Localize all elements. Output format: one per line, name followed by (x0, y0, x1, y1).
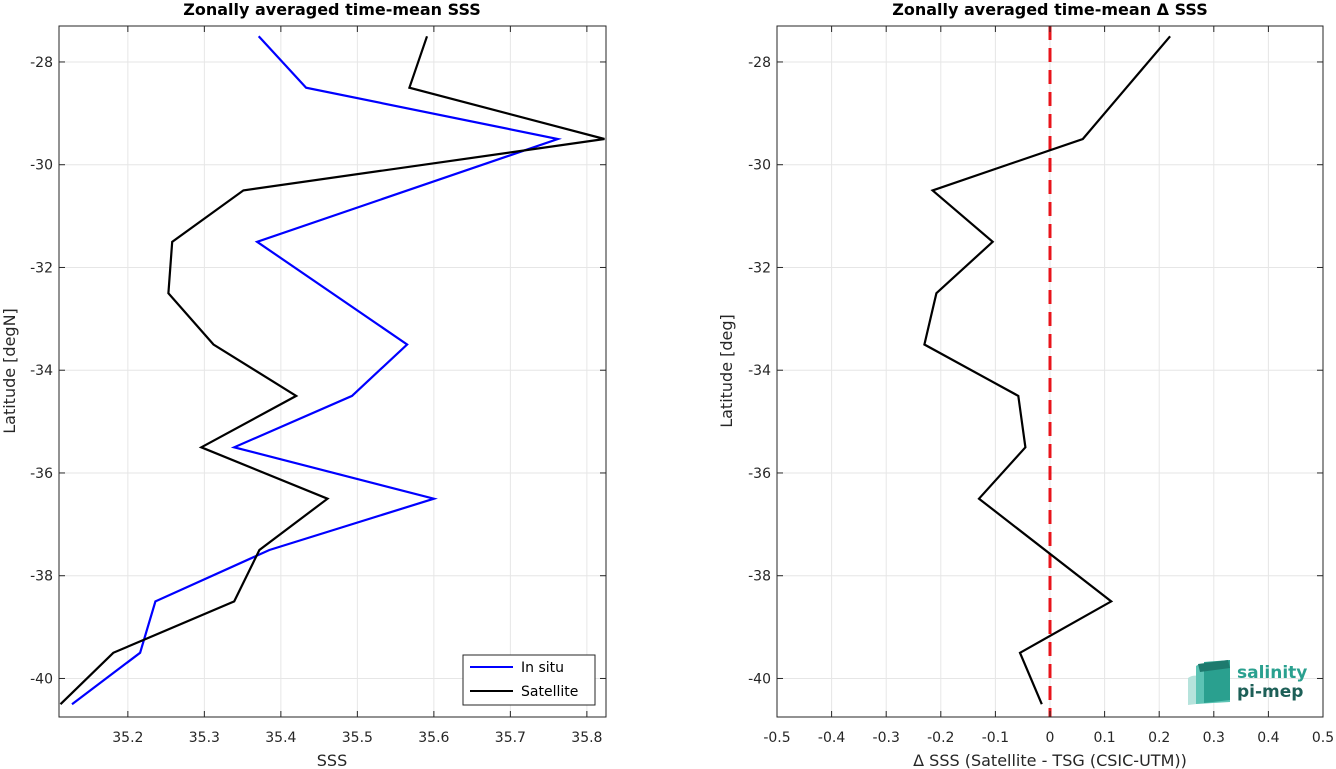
y-tick-label: -40 (30, 671, 53, 687)
x-tick-label: 35.6 (418, 730, 449, 746)
x-tick-label: 35.5 (342, 730, 373, 746)
series-line-delta-sss (923, 35, 1171, 705)
x-tick-label: 35.7 (495, 730, 526, 746)
y-tick-label: -34 (30, 363, 53, 379)
right-y-axis-label: Latitude [deg] (717, 314, 736, 428)
y-tick-label: -36 (30, 466, 53, 482)
legend: In situ Satellite (462, 654, 596, 706)
x-tick-label: 0.5 (1312, 730, 1334, 746)
right-series (923, 35, 1171, 705)
legend-label-in-situ: In situ (521, 660, 564, 676)
right-x-axis-label: Δ SSS (Satellite - TSG (CSIC-UTM)) (913, 751, 1187, 769)
y-tick-label: -30 (748, 158, 771, 174)
x-tick-label: 0.3 (1203, 730, 1225, 746)
y-tick-label: -36 (748, 466, 771, 482)
y-tick-label: -34 (748, 363, 771, 379)
y-tick-label: -28 (30, 55, 53, 71)
y-tick-label: -32 (30, 260, 53, 276)
left-series (59, 35, 605, 706)
legend-box (462, 654, 596, 706)
x-tick-label: 0.2 (1148, 730, 1170, 746)
x-tick-label: 35.4 (265, 730, 296, 746)
right-panel: -0.5 -0.4 -0.3 -0.2 -0.1 0 0.1 0.2 0.3 0.4 0.5 -40 -… (717, 0, 1334, 769)
y-tick-label: -38 (30, 569, 53, 585)
y-tick-label: -32 (748, 260, 771, 276)
legend-label-satellite: Satellite (521, 684, 578, 700)
x-tick-label: 35.2 (112, 730, 143, 746)
y-tick-label: -40 (748, 671, 771, 687)
left-axes-box (58, 25, 607, 718)
left-y-axis-label: Latitude [degN] (0, 308, 19, 434)
y-tick-label: -28 (748, 55, 771, 71)
series-line-satellite (59, 35, 605, 705)
y-tick-label: -38 (748, 569, 771, 585)
salinity-pi-mep-logo: salinity pi-mep (1188, 660, 1307, 705)
series-line-in-situ (71, 35, 562, 706)
left-x-axis-label: SSS (317, 751, 347, 769)
x-tick-label: -0.3 (873, 730, 900, 746)
right-ticks: -0.5 -0.4 -0.3 -0.2 -0.1 0 0.1 0.2 0.3 0.4 0.5 -40 -… (748, 26, 1334, 746)
left-panel: 35.2 35.3 35.4 35.5 35.6 35.7 35.8 -40 -38 -36 -34… (0, 0, 607, 769)
x-tick-label: 0 (1046, 730, 1055, 746)
x-tick-label: -0.2 (927, 730, 954, 746)
x-tick-label: 0.1 (1093, 730, 1115, 746)
left-title: Zonally averaged time-mean SSS (183, 0, 481, 19)
x-tick-label: -0.1 (982, 730, 1009, 746)
y-tick-label: -30 (30, 158, 53, 174)
left-plot-area (59, 26, 606, 717)
left-ticks: 35.2 35.3 35.4 35.5 35.6 35.7 35.8 -40 -38 -36 -34… (30, 26, 606, 746)
logo-wave-icon (1188, 660, 1230, 705)
x-tick-label: 35.8 (571, 730, 602, 746)
x-tick-label: -0.4 (818, 730, 845, 746)
x-tick-label: 0.4 (1257, 730, 1279, 746)
logo-text-salinity: salinity (1237, 663, 1307, 683)
x-tick-label: -0.5 (763, 730, 790, 746)
logo-text-pi-mep: pi-mep (1237, 682, 1303, 702)
left-grid (59, 26, 606, 717)
right-title: Zonally averaged time-mean Δ SSS (892, 0, 1208, 19)
x-tick-label: 35.3 (189, 730, 220, 746)
